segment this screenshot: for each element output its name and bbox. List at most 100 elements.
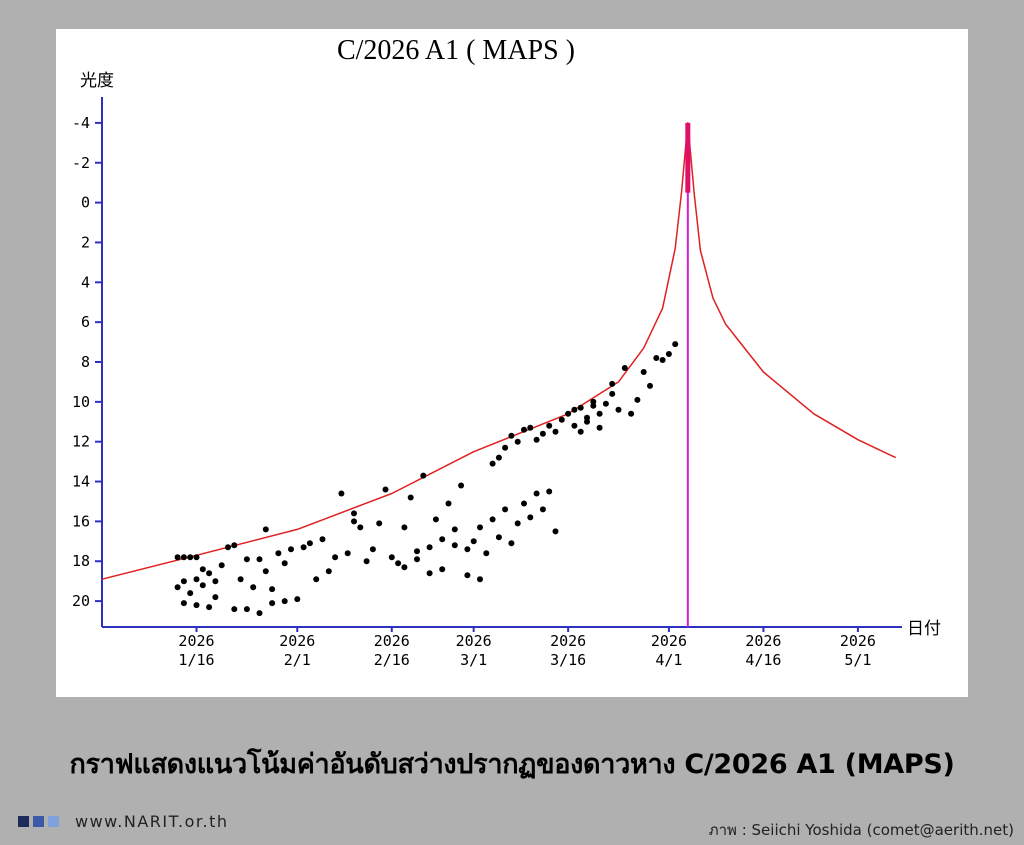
observation-point bbox=[502, 444, 509, 451]
observation-point bbox=[621, 365, 628, 371]
observation-point bbox=[458, 482, 465, 489]
brand-square-icon bbox=[18, 816, 29, 827]
observation-point bbox=[451, 526, 458, 533]
observation-point bbox=[584, 418, 590, 425]
footer-brand: www.NARIT.or.th bbox=[18, 812, 228, 831]
observation-point bbox=[269, 600, 276, 607]
observation-point bbox=[180, 600, 187, 607]
y-axis-label: 光度 bbox=[80, 71, 114, 91]
observation-point bbox=[376, 520, 383, 527]
x-tick-label: 3/16 bbox=[550, 651, 586, 669]
observation-point bbox=[445, 500, 452, 507]
observation-point bbox=[174, 584, 181, 591]
observation-point bbox=[288, 546, 294, 553]
observation-point bbox=[533, 490, 540, 497]
observation-point bbox=[596, 424, 603, 431]
x-tick-year: 2026 bbox=[840, 632, 876, 650]
x-tick-year: 2026 bbox=[178, 632, 214, 650]
x-tick-label: 4/1 bbox=[655, 651, 682, 669]
observation-point bbox=[596, 410, 603, 417]
observations-layer bbox=[174, 341, 679, 617]
observation-point bbox=[300, 544, 307, 551]
observation-point bbox=[275, 550, 282, 557]
observation-point bbox=[539, 506, 546, 513]
observation-point bbox=[237, 576, 244, 583]
observation-point bbox=[514, 438, 521, 445]
observation-point bbox=[634, 396, 641, 403]
y-tick-label: 8 bbox=[81, 353, 90, 371]
observation-point bbox=[256, 610, 263, 617]
observation-point bbox=[508, 432, 515, 439]
observation-point bbox=[206, 604, 213, 611]
x-tick-label: 2/16 bbox=[374, 651, 410, 669]
observation-point bbox=[659, 357, 666, 363]
observation-point bbox=[464, 572, 471, 579]
x-tick-label: 2/1 bbox=[284, 651, 311, 669]
observation-point bbox=[653, 355, 660, 361]
observation-point bbox=[414, 556, 420, 563]
x-tick-year: 2026 bbox=[456, 632, 492, 650]
image-credit: ภาพ : Seiichi Yoshida (comet@aerith.net) bbox=[708, 821, 1014, 839]
observation-point bbox=[231, 606, 238, 613]
observation-point bbox=[508, 540, 515, 547]
observation-point bbox=[382, 486, 389, 493]
observation-point bbox=[495, 534, 502, 541]
observation-point bbox=[313, 576, 320, 583]
observation-point bbox=[199, 566, 206, 573]
observation-point bbox=[489, 516, 496, 523]
observation-point bbox=[212, 578, 219, 585]
observation-point bbox=[250, 584, 257, 591]
y-axis-ticks: -4 -2 0 2 4 6 8 10 12 14 16 18 20 bbox=[72, 114, 102, 610]
observation-point bbox=[432, 516, 439, 523]
x-tick-year: 2026 bbox=[279, 632, 315, 650]
observation-point bbox=[521, 500, 527, 507]
observation-point bbox=[174, 554, 181, 561]
observation-point bbox=[426, 544, 433, 551]
website-link[interactable]: www.NARIT.or.th bbox=[75, 812, 229, 831]
observation-point bbox=[338, 490, 345, 497]
observation-point bbox=[256, 556, 263, 563]
chart-title: C/2026 A1 ( MAPS ) bbox=[337, 35, 575, 66]
observation-point bbox=[539, 430, 546, 437]
observation-point bbox=[180, 554, 187, 561]
observation-point bbox=[527, 514, 534, 521]
y-tick-label: 18 bbox=[72, 552, 90, 570]
y-tick-label: 6 bbox=[81, 313, 90, 331]
observation-point bbox=[262, 526, 269, 533]
observation-point bbox=[439, 566, 446, 573]
observation-point bbox=[571, 406, 578, 413]
y-tick-label: 16 bbox=[72, 512, 90, 530]
observation-point bbox=[628, 410, 635, 417]
observation-point bbox=[590, 402, 597, 409]
observation-point bbox=[269, 586, 276, 593]
observation-point bbox=[351, 518, 357, 525]
predicted-curve bbox=[101, 122, 897, 580]
y-tick-label: 12 bbox=[72, 433, 90, 451]
observation-point bbox=[225, 544, 231, 551]
x-tick-year: 2026 bbox=[651, 632, 687, 650]
observation-point bbox=[665, 351, 672, 357]
observation-point bbox=[187, 554, 194, 561]
observation-point bbox=[647, 382, 653, 389]
observation-point bbox=[319, 536, 326, 543]
observation-point bbox=[306, 540, 313, 547]
observation-point bbox=[451, 542, 458, 549]
y-tick-label: 4 bbox=[81, 273, 90, 291]
observation-point bbox=[495, 454, 502, 461]
observation-point bbox=[420, 472, 427, 479]
y-tick-label: -4 bbox=[72, 114, 90, 132]
observation-point bbox=[407, 494, 414, 501]
observation-point bbox=[351, 510, 357, 517]
observation-point bbox=[672, 341, 679, 348]
observation-point bbox=[577, 404, 584, 411]
observation-point bbox=[527, 424, 534, 431]
brand-square-icon bbox=[33, 816, 44, 827]
observation-point bbox=[193, 576, 200, 583]
observation-point bbox=[477, 524, 483, 531]
x-tick-label: 3/1 bbox=[460, 651, 487, 669]
observation-point bbox=[357, 524, 364, 531]
y-tick-label: 10 bbox=[72, 393, 90, 411]
observation-point bbox=[521, 426, 527, 433]
observation-point bbox=[212, 594, 219, 601]
observation-point bbox=[180, 578, 187, 585]
